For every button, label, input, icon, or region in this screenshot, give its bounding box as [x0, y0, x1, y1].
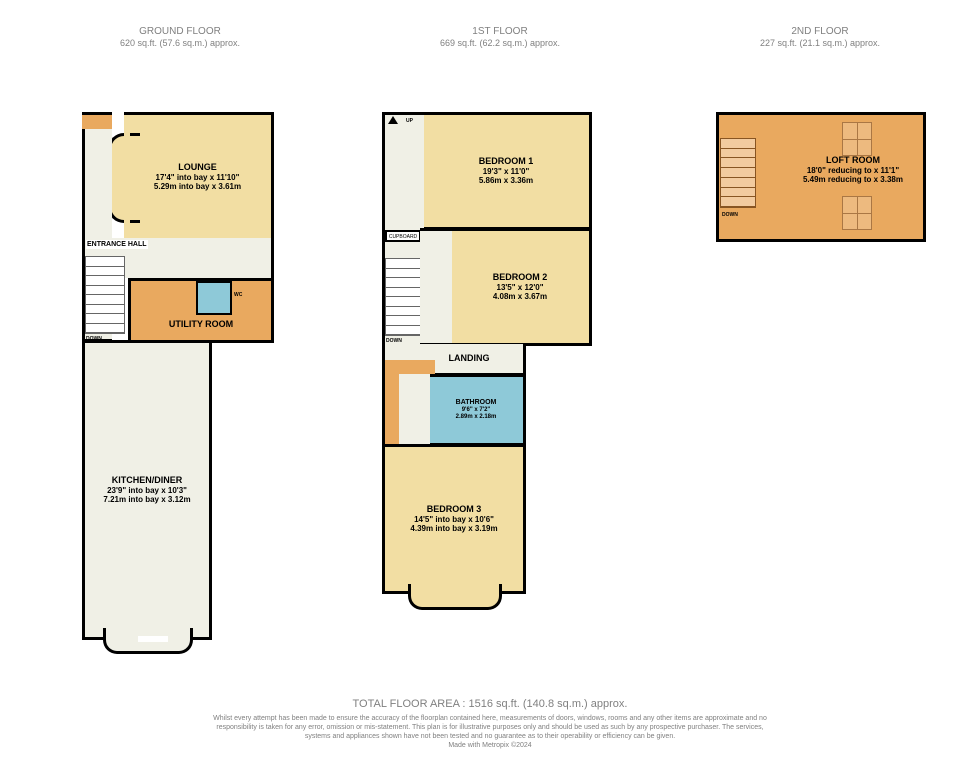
total-area: TOTAL FLOOR AREA : 1516 sq.ft. (140.8 sq… [0, 698, 980, 710]
ground-area: 620 sq.ft. (57.6 sq.m.) approx. [80, 38, 280, 50]
bed1-label: BEDROOM 1 [479, 156, 534, 167]
loft-down-label: DOWN [722, 212, 738, 218]
first-area: 669 sq.ft. (62.2 sq.m.) approx. [400, 38, 600, 50]
kitchen-dim1: 23'9" into bay x 10'3" [107, 486, 187, 496]
ground-floor-header: GROUND FLOOR 620 sq.ft. (57.6 sq.m.) app… [80, 25, 280, 50]
loft-label: LOFT ROOM [803, 155, 903, 166]
second-floor-header: 2ND FLOOR 227 sq.ft. (21.1 sq.m.) approx… [720, 25, 920, 50]
landing-label: LANDING [449, 353, 490, 364]
bath-dim1: 9'6" x 7'2" [462, 407, 491, 414]
lounge-dim1: 17'4" into bay x 11'10" [156, 173, 240, 183]
kitchen-label: KITCHEN/DINER [112, 475, 183, 486]
first-up-label: UP [406, 118, 413, 124]
wc-label: WC [234, 292, 242, 298]
first-floor-plan: BEDROOM 1 19'3" x 11'0" 5.86m x 3.36m UP… [378, 108, 598, 628]
second-area: 227 sq.ft. (21.1 sq.m.) approx. [720, 38, 920, 50]
room-bedroom3: BEDROOM 3 14'5" into bay x 10'6" 4.39m i… [382, 444, 526, 594]
bed2-label: BEDROOM 2 [493, 272, 548, 283]
kitchen-dim2: 7.21m into bay x 3.12m [103, 495, 190, 505]
velux-1 [842, 122, 872, 156]
room-kitchen: KITCHEN/DINER 23'9" into bay x 10'3" 7.2… [82, 340, 212, 640]
bed3-label: BEDROOM 3 [427, 504, 482, 515]
bed2-dim2: 4.08m x 3.67m [493, 292, 547, 302]
bed1-dim2: 5.86m x 3.36m [479, 176, 533, 186]
utility-label: UTILITY ROOM [169, 319, 233, 330]
up-arrow-icon [388, 116, 398, 124]
stairs-ground [85, 256, 125, 334]
room-bedroom2: BEDROOM 2 13'5" x 12'0" 4.08m x 3.67m [448, 228, 592, 346]
cupboard-label: CUPBOARD [385, 230, 421, 242]
bed2-dim1: 13'5" x 12'0" [497, 283, 544, 293]
room-wc [196, 281, 232, 315]
room-bathroom: BATHROOM 9'6" x 7'2" 2.89m x 2.18m [426, 374, 526, 446]
lounge-dim2: 5.29m into bay x 3.61m [154, 182, 241, 192]
loft-dim2: 5.49m reducing to x 3.38m [803, 175, 903, 185]
bed1-dim1: 19'3" x 11'0" [483, 167, 530, 177]
disclaimer: Whilst every attempt has been made to en… [210, 714, 770, 741]
ground-title: GROUND FLOOR [80, 25, 280, 38]
loft-dim1: 18'0" reducing to x 11'1" [803, 166, 903, 176]
velux-2 [842, 196, 872, 230]
second-title: 2ND FLOOR [720, 25, 920, 38]
stairs-loft [720, 138, 756, 208]
lounge-label: LOUNGE [178, 162, 217, 173]
ground-floor-plan: LOUNGE 17'4" into bay x 11'10" 5.29m int… [78, 108, 278, 648]
first-floor-header: 1ST FLOOR 669 sq.ft. (62.2 sq.m.) approx… [400, 25, 600, 50]
entrance-hall-label: ENTRANCE HALL [86, 240, 148, 249]
bath-label: BATHROOM [456, 399, 497, 407]
bath-dim2: 2.89m x 2.18m [456, 414, 497, 421]
first-title: 1ST FLOOR [400, 25, 600, 38]
room-bedroom1: BEDROOM 1 19'3" x 11'0" 5.86m x 3.36m [420, 112, 592, 230]
second-floor-plan: LOFT ROOM 18'0" reducing to x 11'1" 5.49… [712, 108, 932, 268]
stairs-first [385, 258, 421, 336]
bed3-dim2: 4.39m into bay x 3.19m [410, 524, 497, 534]
credit: Made with Metropix ©2024 [210, 741, 770, 750]
footer: TOTAL FLOOR AREA : 1516 sq.ft. (140.8 sq… [0, 698, 980, 750]
bed3-dim1: 14'5" into bay x 10'6" [414, 515, 494, 525]
room-lounge: LOUNGE 17'4" into bay x 11'10" 5.29m int… [124, 112, 274, 242]
